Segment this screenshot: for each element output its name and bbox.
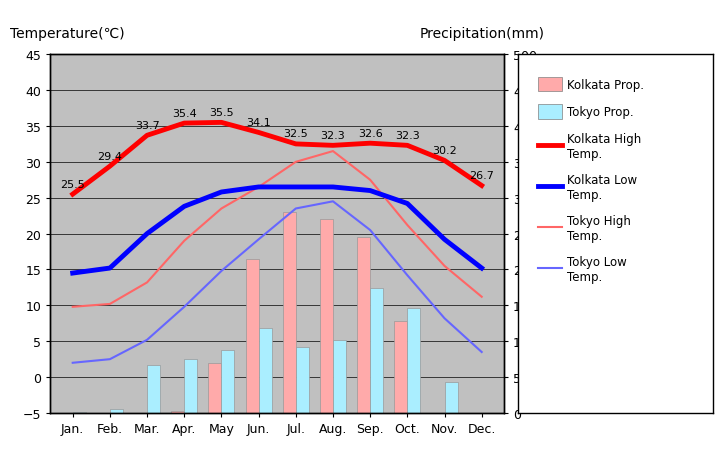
Bar [431, 413, 444, 429]
Bar [97, 413, 110, 434]
Bar [444, 382, 457, 413]
Text: 32.3: 32.3 [395, 130, 420, 140]
Legend: Kolkata Prop., Tokyo Prop., Kolkata High
Temp., Kolkata Low
Temp., Tokyo High
Te: Kolkata Prop., Tokyo Prop., Kolkata High… [532, 72, 650, 289]
Bar [184, 359, 197, 413]
Text: 32.5: 32.5 [284, 129, 308, 139]
Bar [147, 365, 160, 413]
Text: Precipitation(mm): Precipitation(mm) [420, 27, 545, 41]
Text: 26.7: 26.7 [469, 171, 494, 180]
Text: 32.6: 32.6 [358, 129, 382, 138]
Bar [171, 411, 184, 413]
Bar [296, 347, 309, 413]
Bar [482, 413, 495, 420]
Text: 29.4: 29.4 [97, 151, 122, 161]
Text: 33.7: 33.7 [135, 120, 159, 130]
Text: 30.2: 30.2 [432, 146, 457, 156]
Bar [333, 340, 346, 413]
Text: 35.5: 35.5 [209, 107, 234, 118]
Text: 32.3: 32.3 [320, 130, 346, 140]
Bar [395, 321, 408, 413]
Bar [370, 289, 383, 413]
Bar [134, 413, 147, 430]
Bar [408, 308, 420, 413]
Bar [60, 413, 73, 442]
Bar [110, 409, 123, 413]
Bar [222, 350, 235, 413]
Text: Temperature(℃): Temperature(℃) [9, 27, 125, 41]
Text: 34.1: 34.1 [246, 118, 271, 128]
Bar [208, 364, 222, 413]
Text: 35.4: 35.4 [172, 108, 197, 118]
Bar [258, 329, 271, 413]
Bar [73, 412, 86, 413]
Text: 25.5: 25.5 [60, 179, 85, 189]
Bar [246, 259, 258, 413]
Bar [283, 213, 296, 413]
Bar [320, 220, 333, 413]
Bar [469, 413, 482, 443]
Bar [357, 238, 370, 413]
